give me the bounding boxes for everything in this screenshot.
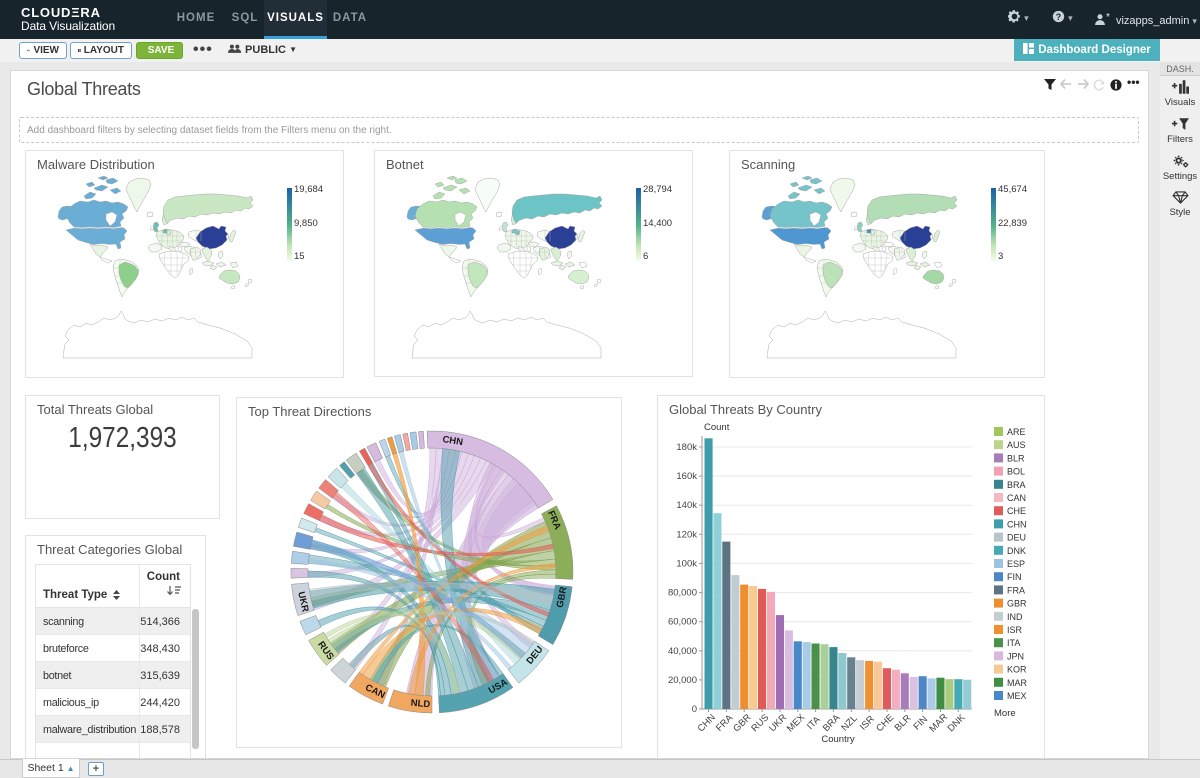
svg-text:AUS: AUS <box>1007 440 1026 450</box>
svg-text:BRA: BRA <box>1007 480 1026 490</box>
svg-text:0: 0 <box>692 704 697 715</box>
svg-text:UKR: UKR <box>295 591 310 614</box>
svg-text:FIN: FIN <box>912 714 931 733</box>
svg-text:FRA: FRA <box>714 712 736 734</box>
svg-text:40,000: 40,000 <box>668 646 697 657</box>
svg-text:GBR: GBR <box>555 586 570 609</box>
svg-text:FIN: FIN <box>1007 572 1022 582</box>
svg-text:MEX: MEX <box>1007 691 1027 701</box>
svg-text:BLR: BLR <box>1007 453 1025 463</box>
svg-text:KOR: KOR <box>1007 665 1027 675</box>
svg-text:CHE: CHE <box>1007 506 1026 516</box>
svg-text:GBR: GBR <box>731 712 753 734</box>
svg-text:MEX: MEX <box>785 712 808 735</box>
svg-text:20,000: 20,000 <box>668 675 697 686</box>
svg-text:BLR: BLR <box>893 713 914 734</box>
svg-text:140k: 140k <box>676 500 697 511</box>
svg-text:60,000: 60,000 <box>668 617 697 628</box>
svg-text:IND: IND <box>1007 612 1023 622</box>
svg-text:GBR: GBR <box>1007 599 1027 609</box>
svg-text:More: More <box>994 708 1016 719</box>
svg-text:NLD: NLD <box>410 698 431 711</box>
svg-text:Count: Count <box>704 422 730 433</box>
svg-text:ISR: ISR <box>1007 625 1023 635</box>
svg-text:RUS: RUS <box>749 712 771 734</box>
svg-text:CHE: CHE <box>874 712 896 734</box>
svg-text:CAN: CAN <box>1007 493 1026 503</box>
svg-text:JPN: JPN <box>1007 651 1024 661</box>
svg-text:CHN: CHN <box>1007 519 1027 529</box>
svg-text:?: ? <box>1056 12 1061 22</box>
svg-text:CHN: CHN <box>696 712 718 734</box>
svg-text:NZL: NZL <box>839 713 859 733</box>
svg-text:DNK: DNK <box>946 712 968 734</box>
svg-text:BRA: BRA <box>821 712 843 734</box>
svg-text:Country: Country <box>821 734 855 745</box>
svg-text:MAR: MAR <box>927 712 950 735</box>
svg-text:MAR: MAR <box>1007 678 1028 688</box>
svg-text:CHN: CHN <box>442 434 464 448</box>
svg-text:ARE: ARE <box>1007 427 1026 437</box>
svg-text:UKR: UKR <box>767 712 789 734</box>
svg-text:FRA: FRA <box>1007 585 1025 595</box>
svg-text:120k: 120k <box>676 529 697 540</box>
svg-text:DEU: DEU <box>1007 533 1026 543</box>
svg-text:160k: 160k <box>676 471 697 482</box>
svg-text:ITA: ITA <box>1007 638 1020 648</box>
svg-text:80,000: 80,000 <box>668 588 697 599</box>
svg-text:100k: 100k <box>676 558 697 569</box>
svg-text:ESP: ESP <box>1007 559 1025 569</box>
svg-text:BOL: BOL <box>1007 467 1025 477</box>
svg-text:DNK: DNK <box>1007 546 1026 556</box>
svg-text:ITA: ITA <box>805 714 823 732</box>
svg-text:180k: 180k <box>676 442 697 453</box>
svg-text:ISR: ISR <box>858 714 877 733</box>
